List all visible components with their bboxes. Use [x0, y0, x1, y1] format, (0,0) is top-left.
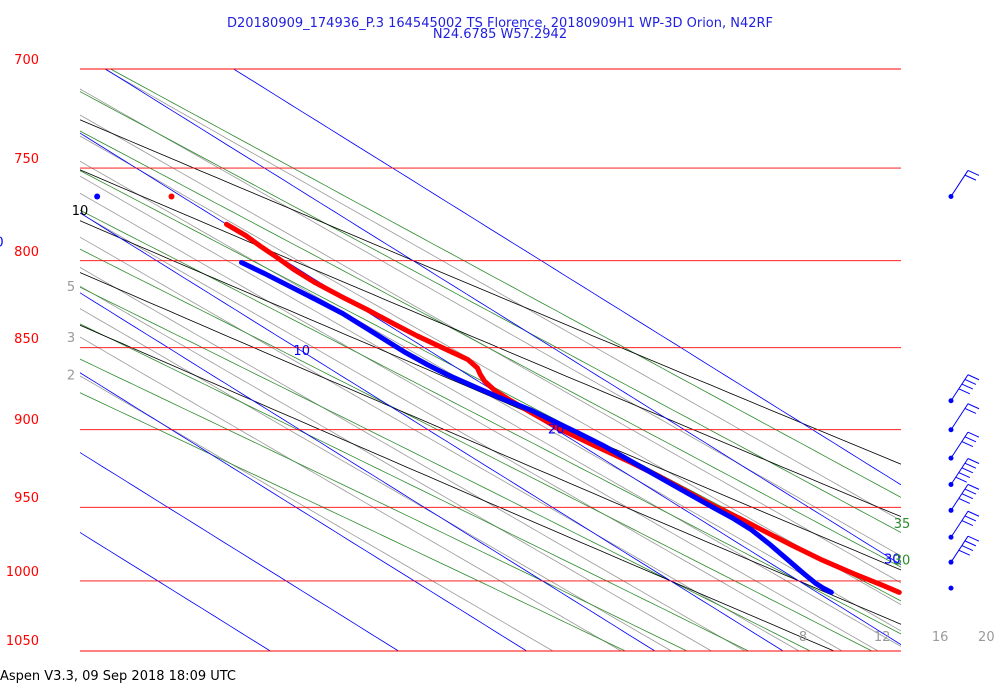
- mixing-ratio-label: 8: [799, 630, 807, 645]
- mixing-ratio-label: 2: [67, 368, 75, 383]
- mixing-ratio-label: 3: [67, 331, 75, 346]
- pressure-label: 800: [14, 245, 39, 260]
- wind-barb: [948, 431, 980, 461]
- wind-barb: [948, 374, 980, 404]
- mixing-ratio-line: [80, 160, 901, 632]
- mixing-ratio-line: [103, 69, 901, 522]
- isotherm-line: [80, 292, 656, 651]
- wind-barbs: [948, 170, 980, 591]
- wind-barb: [948, 170, 980, 199]
- dry-adiabat-line: [80, 119, 901, 465]
- dewpoint-profile: [239, 260, 834, 595]
- isotherm-line: [80, 372, 528, 651]
- mixing-ratio-line: [80, 114, 901, 584]
- chart-title: D20180909_174936_P.3 164545002 TS Floren…: [226, 16, 774, 31]
- dry-adiabat-label: 10: [72, 204, 89, 219]
- moist-adiabat-label: 30: [894, 554, 911, 569]
- mixing-ratio-line: [80, 88, 901, 557]
- moist-adiabat-label: 35: [894, 517, 911, 532]
- wind-barb: [948, 535, 980, 565]
- isotherm-label: 20: [548, 423, 565, 438]
- isotherm-label: 10: [293, 344, 310, 359]
- wind-barb: [948, 483, 980, 513]
- isotherm-line: [80, 452, 400, 651]
- moist-adiabat-line: [80, 91, 901, 534]
- dewpoint-point: [94, 193, 101, 200]
- wind-barb: [948, 510, 980, 540]
- pressure-label: 1000: [6, 565, 39, 580]
- wind-barb: [948, 403, 980, 433]
- wind-barb: [948, 585, 954, 591]
- mixing-ratio-label: 16: [932, 630, 949, 645]
- dry-adiabat-line: [80, 272, 901, 625]
- dry-adiabat-line: [80, 169, 901, 518]
- moist-adiabat-line: [109, 69, 901, 498]
- pressure-label: 700: [14, 53, 39, 68]
- mixing-ratio-label: 5: [67, 280, 75, 295]
- moist-adiabats: [80, 69, 901, 651]
- moist-adiabat-line: [80, 170, 901, 602]
- sounding-profiles: [94, 193, 902, 595]
- axis-labels: 70075080085090095010001050-1001020302030…: [0, 53, 995, 649]
- moist-adiabat-line: [80, 358, 688, 651]
- isobars: [80, 68, 901, 652]
- isotherm-line: [104, 69, 901, 566]
- pressure-label: 750: [14, 152, 39, 167]
- isotherms: [80, 69, 901, 651]
- pressure-label: 1050: [6, 634, 39, 649]
- mixing-ratio-label: 12: [874, 630, 891, 645]
- pressure-label: 850: [14, 332, 39, 347]
- mixing-ratio-lines: [80, 69, 901, 651]
- footer-text: Aspen V3.3, 09 Sep 2018 18:09 UTC: [0, 669, 237, 684]
- dry-adiabats: [80, 119, 901, 651]
- isotherm-label: 30: [884, 552, 901, 567]
- moist-adiabat-line: [80, 248, 873, 651]
- pressure-label: 950: [14, 491, 39, 506]
- moist-adiabat-line: [80, 392, 627, 651]
- temperature-point: [168, 193, 175, 200]
- chart-subtitle: N24.6785 W57.2942: [432, 27, 568, 42]
- mixing-ratio-line: [80, 285, 713, 651]
- isotherm-line: [80, 531, 272, 651]
- wind-barb: [948, 458, 980, 487]
- isotherm-label: 0: [0, 236, 4, 251]
- mixing-ratio-label: 20: [978, 630, 995, 645]
- mixing-ratio-line: [80, 135, 901, 606]
- pressure-label: 900: [14, 413, 39, 428]
- moist-adiabat-line: [80, 209, 901, 635]
- temperature-profile: [224, 221, 902, 595]
- dry-adiabat-line: [80, 220, 901, 571]
- moist-adiabat-line: [80, 130, 901, 568]
- isotherm-line: [232, 69, 901, 486]
